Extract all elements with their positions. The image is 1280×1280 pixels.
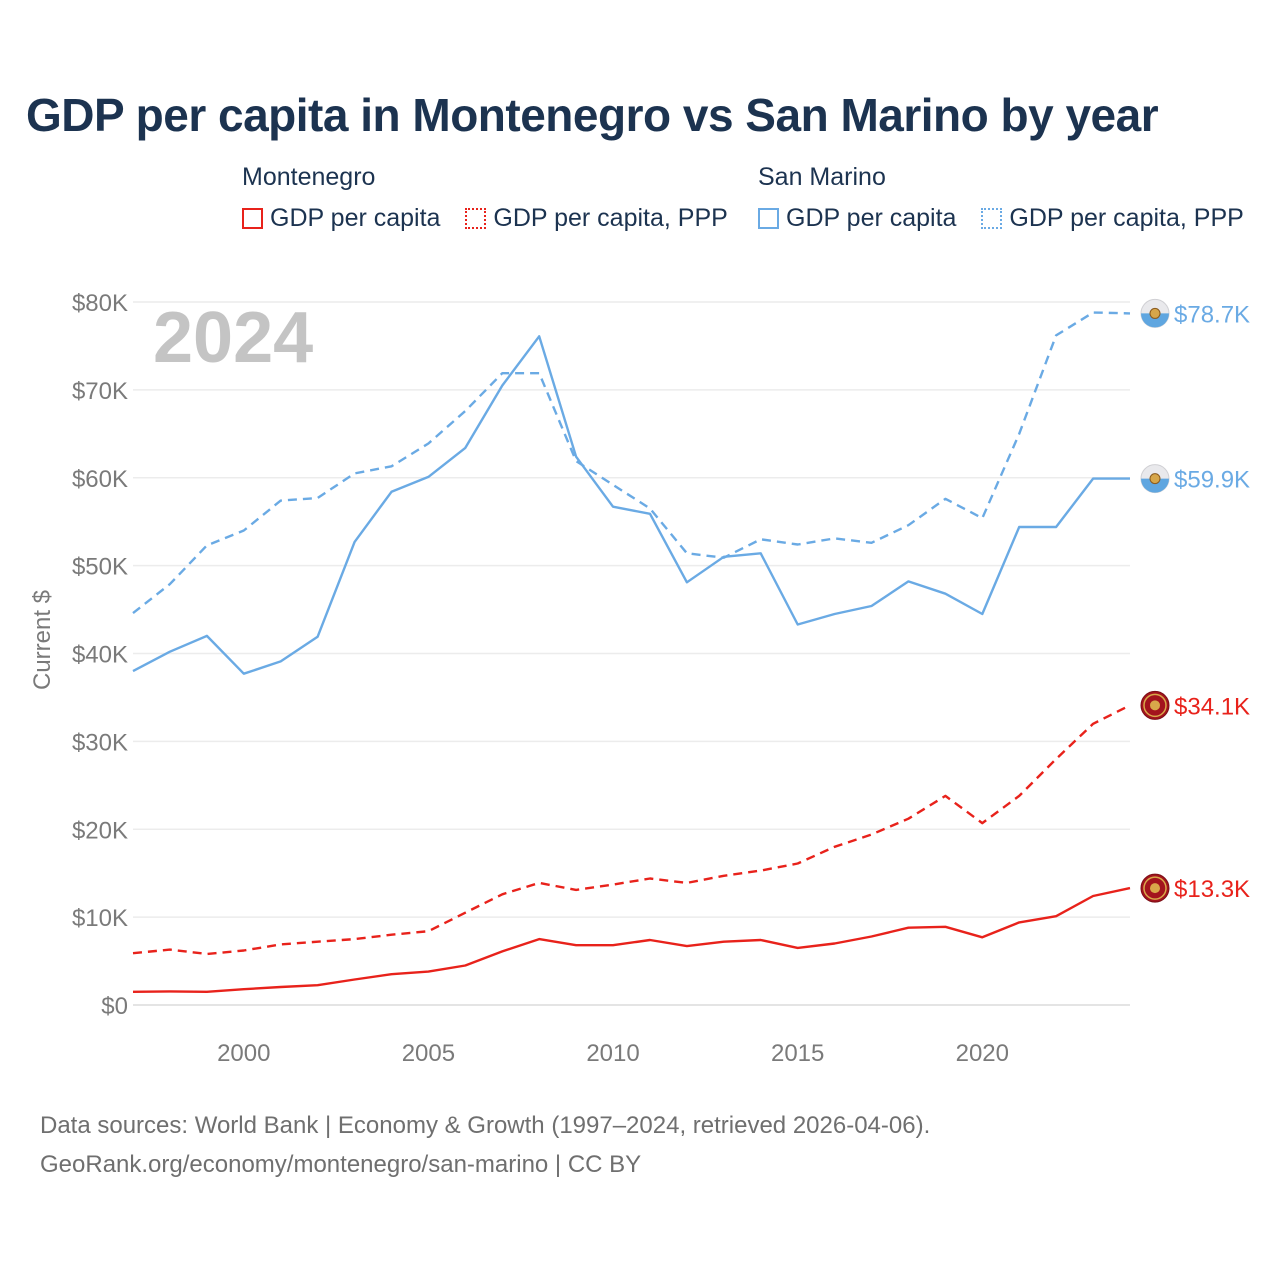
year-watermark: 2024 bbox=[153, 298, 313, 378]
legend-item-montenegro-gdp-ppp[interactable]: GDP per capita, PPP bbox=[465, 204, 728, 233]
coat-of-arms-icon bbox=[1150, 700, 1160, 711]
y-tick-label: $0 bbox=[101, 993, 128, 1020]
line-chart: 2024 $0$10K$20K$30K$40K$50K$60K$70K$80K … bbox=[29, 290, 1250, 1067]
series-line-1 bbox=[132, 311, 1131, 615]
coat-of-arms-icon bbox=[1149, 307, 1161, 319]
y-axis-label: Current $ bbox=[29, 590, 56, 690]
source-line-2[interactable]: GeoRank.org/economy/montenegro/san-marin… bbox=[40, 1151, 642, 1178]
coat-of-arms-icon bbox=[1150, 883, 1160, 894]
y-tick-label: $30K bbox=[72, 729, 128, 756]
legend-group-montenegro: Montenegro GDP per capita GDP per capita… bbox=[242, 163, 746, 236]
legend-group-name: San Marino bbox=[758, 163, 886, 191]
legend-group-san-marino: San Marino GDP per capita GDP per capita… bbox=[758, 163, 1244, 236]
source-note: Data sources: World Bank | Economy & Gro… bbox=[40, 1106, 930, 1184]
end-value-label: $34.1K bbox=[1174, 693, 1250, 720]
legend-swatch-solid-icon bbox=[758, 208, 779, 229]
x-axis: 2000 2005 2010 2015 2020 bbox=[217, 1040, 1009, 1067]
legend-item-label: GDP per capita bbox=[786, 204, 957, 232]
y-tick-label: $40K bbox=[72, 642, 128, 669]
legend-item-label: GDP per capita bbox=[270, 204, 441, 232]
y-tick-label: $20K bbox=[72, 817, 128, 844]
y-tick-label: $80K bbox=[72, 290, 128, 317]
flag-border-icon bbox=[1143, 876, 1167, 900]
chart-title: GDP per capita in Montenegro vs San Mari… bbox=[26, 89, 1159, 141]
y-tick-label: $60K bbox=[72, 466, 128, 493]
flag-half-icon bbox=[1141, 313, 1169, 328]
series-line-2 bbox=[132, 886, 1131, 993]
y-tick-label: $50K bbox=[72, 554, 128, 581]
end-value-label: $78.7K bbox=[1174, 301, 1250, 328]
x-tick-label: 2020 bbox=[956, 1040, 1009, 1067]
source-line-1: Data sources: World Bank | Economy & Gro… bbox=[40, 1112, 931, 1139]
x-tick-label: 2005 bbox=[402, 1040, 455, 1067]
legend-item-san-marino-gdp-ppp[interactable]: GDP per capita, PPP bbox=[981, 204, 1244, 233]
x-tick-label: 2010 bbox=[586, 1040, 639, 1067]
legend-swatch-dotted-icon bbox=[465, 208, 487, 229]
end-value-label: $59.9K bbox=[1174, 467, 1250, 494]
legend-item-san-marino-gdp[interactable]: GDP per capita bbox=[758, 204, 956, 233]
legend-item-montenegro-gdp[interactable]: GDP per capita bbox=[242, 204, 440, 233]
legend-swatch-dotted-icon bbox=[981, 208, 1003, 229]
coat-of-arms-icon bbox=[1149, 473, 1161, 485]
y-tick-label: $10K bbox=[72, 905, 128, 932]
flag-half-icon bbox=[1141, 478, 1169, 493]
series-lines bbox=[132, 311, 1131, 993]
legend-group-name: Montenegro bbox=[242, 163, 376, 191]
y-axis: $0 $10K $20K $30K $40K $50K $60K $70K $80K bbox=[72, 290, 128, 1020]
x-tick-label: 2000 bbox=[217, 1040, 270, 1067]
end-value-label: $13.3K bbox=[1174, 876, 1250, 903]
legend-item-label: GDP per capita, PPP bbox=[1009, 204, 1244, 232]
end-markers: $59.9K $78.7K $13.3K $34.1K bbox=[1140, 298, 1250, 903]
flag-border-icon bbox=[1143, 693, 1167, 718]
x-tick-label: 2015 bbox=[771, 1040, 824, 1067]
series-line-0 bbox=[132, 335, 1130, 675]
legend-item-label: GDP per capita, PPP bbox=[493, 204, 728, 232]
y-tick-label: $70K bbox=[72, 378, 128, 405]
legend-swatch-solid-icon bbox=[242, 208, 263, 229]
gridlines bbox=[133, 301, 1130, 1006]
series-line-3 bbox=[132, 704, 1131, 956]
